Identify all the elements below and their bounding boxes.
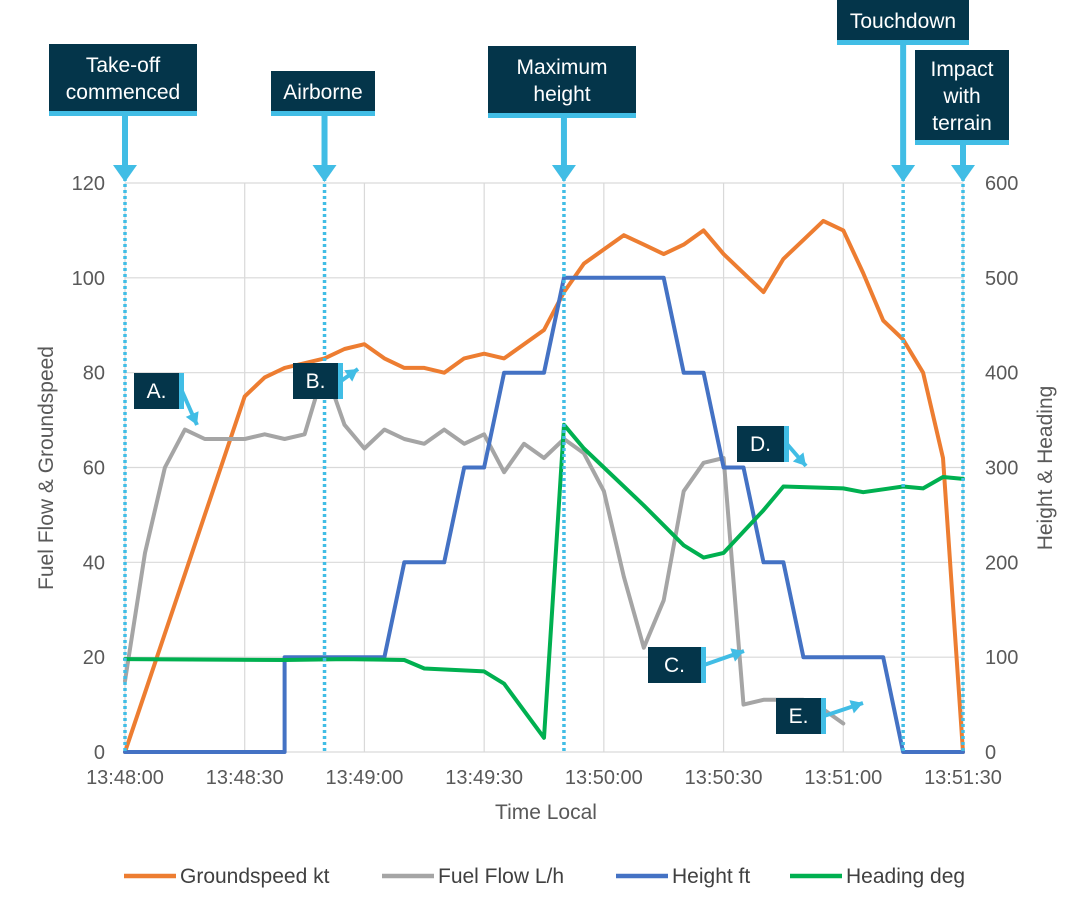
x-tick-label: 13:51:30 [924, 767, 1002, 789]
series-layer [123, 218, 965, 754]
event-label-box [915, 50, 1009, 145]
x-tick-label: 13:48:30 [206, 767, 284, 789]
x-axis-title: Time Local [495, 801, 597, 824]
callouts: A. B. C. D. E. [134, 363, 864, 734]
event-label-text: Impact [930, 58, 993, 81]
y-right-tick-label: 100 [985, 647, 1018, 669]
event-label-underline [49, 111, 197, 116]
axes: 0 20 40 60 80 100 120 0 100 200 300 400 500 600 13:48:… [35, 173, 1057, 824]
callout-arrow-head [849, 700, 863, 714]
callout-arrow-head [344, 369, 358, 382]
event-label-underline [488, 113, 636, 118]
x-tick-label: 13:49:30 [445, 767, 523, 789]
legend-label: Height ft [672, 865, 750, 888]
callout-box [293, 363, 343, 399]
callout-box [134, 373, 184, 409]
legend: Groundspeed kt Fuel Flow L/h Height ft Head… [124, 865, 965, 888]
event-label-text: terrain [932, 112, 992, 135]
y-left-tick-label: 0 [94, 742, 105, 764]
x-tick-label: 13:48:00 [86, 767, 164, 789]
y-left-tick-label: 20 [83, 647, 105, 669]
callout-box-edge [179, 373, 184, 409]
event-label-text: commenced [66, 81, 180, 104]
callout-arrow-head [185, 411, 199, 425]
y-right-tick-label: 600 [985, 173, 1018, 195]
callout-box [648, 647, 706, 683]
callout-label: B. [306, 370, 326, 393]
event-label-box [488, 46, 636, 118]
callout-box-edge [338, 363, 343, 399]
event-label-text: height [533, 83, 590, 106]
event-label-box [271, 71, 375, 116]
callout-box [776, 698, 826, 734]
callout-box-edge [821, 698, 826, 734]
y-left-tick-label: 100 [72, 268, 105, 290]
event-label-box [49, 44, 197, 116]
y-right-tick-label: 0 [985, 742, 996, 764]
callout-box-edge [701, 647, 706, 683]
x-tick-label: 13:49:00 [325, 767, 403, 789]
callout-label: C. [664, 654, 685, 677]
event-markers: Take-off commenced Airborne Maximum height To… [49, 0, 1009, 752]
event-label-box [837, 0, 969, 45]
callout-box [737, 426, 789, 462]
legend-label: Heading deg [846, 865, 965, 888]
callout-label: A. [147, 380, 167, 403]
y-left-tick-label: 120 [72, 173, 105, 195]
series-line-heading [123, 422, 965, 740]
event-label-text: Maximum [516, 56, 607, 79]
callout-label: D. [750, 433, 771, 456]
event-label-underline [837, 40, 969, 45]
callout-box-edge [784, 426, 789, 462]
event-label-text: Take-off [86, 54, 160, 77]
y-right-tick-label: 500 [985, 268, 1018, 290]
grid [124, 182, 964, 753]
y-right-tick-label: 300 [985, 458, 1018, 480]
legend-label: Groundspeed kt [180, 865, 330, 888]
x-tick-label: 13:51:00 [804, 767, 882, 789]
callout-label: E. [789, 705, 809, 728]
event-label-text: Touchdown [850, 10, 956, 33]
x-tick-label: 13:50:00 [565, 767, 643, 789]
y-left-tick-label: 80 [83, 363, 105, 385]
y-right-tick-label: 200 [985, 552, 1018, 574]
event-label-underline [271, 111, 375, 116]
y-right-axis-title: Height & Heading [1034, 386, 1057, 551]
event-arrow-head [951, 165, 975, 182]
callout-arrow-head [730, 648, 744, 662]
y-left-tick-label: 60 [83, 458, 105, 480]
event-label-text: with [942, 85, 980, 108]
y-right-tick-label: 400 [985, 363, 1018, 385]
callout-arrow-head [792, 452, 806, 466]
event-arrow-head [312, 165, 337, 182]
event-arrow-head [891, 165, 916, 182]
event-label-underline [915, 140, 1009, 145]
legend-label: Fuel Flow L/h [438, 865, 564, 888]
y-left-tick-label: 40 [83, 552, 105, 574]
event-arrow-head [113, 165, 137, 182]
y-left-axis-title: Fuel Flow & Groundspeed [35, 346, 58, 590]
event-arrow-head [551, 165, 576, 182]
x-tick-label: 13:50:30 [685, 767, 763, 789]
series-line-groundspeed [123, 218, 965, 754]
series-line-height [123, 275, 965, 754]
event-label-text: Airborne [283, 81, 362, 104]
